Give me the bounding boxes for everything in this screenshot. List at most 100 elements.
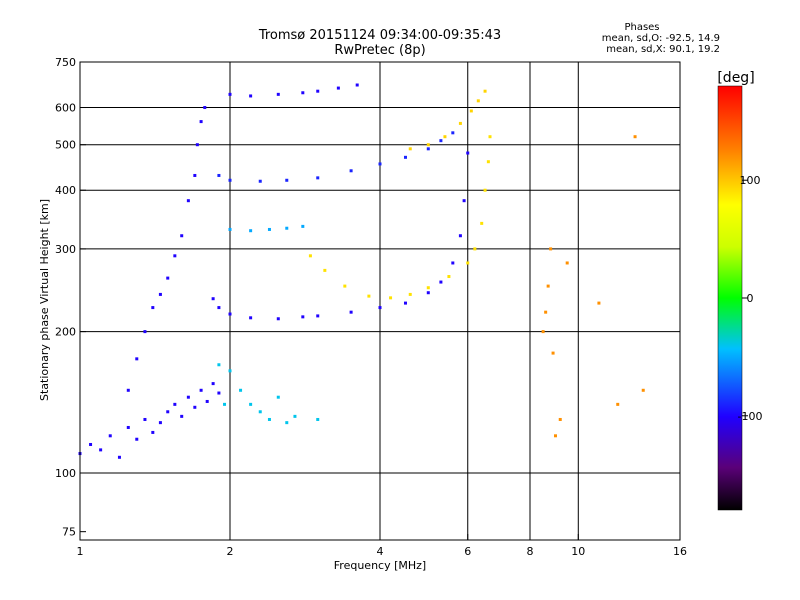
data-point: [166, 410, 170, 414]
data-point: [488, 135, 492, 139]
data-point: [616, 402, 620, 406]
data-point: [451, 131, 455, 135]
data-point: [551, 351, 555, 355]
data-point: [301, 91, 305, 95]
y-tick-label: 600: [55, 102, 76, 115]
data-point: [126, 425, 130, 429]
data-point: [228, 92, 232, 96]
y-tick-label: 500: [55, 139, 76, 152]
data-point: [217, 306, 221, 310]
x-tick-label: 2: [227, 545, 234, 558]
colorbar-tick-label: 100: [740, 174, 761, 187]
y-tick-label: 200: [55, 326, 76, 339]
data-point: [426, 286, 430, 290]
y-tick-label: 750: [55, 56, 76, 69]
x-tick-label: 6: [464, 545, 471, 558]
data-point: [316, 176, 320, 180]
data-point: [480, 221, 484, 225]
data-point: [249, 94, 253, 98]
data-point: [389, 296, 393, 300]
data-point: [193, 173, 197, 177]
data-point: [228, 178, 232, 182]
data-point: [293, 414, 297, 418]
data-point: [378, 162, 382, 166]
data-point: [308, 254, 312, 258]
data-point: [239, 388, 243, 392]
data-point: [408, 147, 412, 151]
colorbar-label: [deg]: [717, 70, 754, 86]
data-point: [462, 199, 466, 203]
y-axis-ticks: 75 100 200 300 400 500 600 750: [55, 56, 86, 539]
data-point: [546, 284, 550, 288]
x-tick-label: 10: [571, 545, 585, 558]
data-point: [135, 437, 139, 441]
data-point: [151, 306, 155, 310]
data-point: [99, 448, 103, 452]
phase-heading: Phases: [624, 22, 660, 33]
data-point: [458, 234, 462, 238]
data-point: [439, 139, 443, 143]
data-point: [403, 301, 407, 305]
data-point: [403, 155, 407, 159]
data-point: [553, 434, 557, 438]
data-point: [135, 357, 139, 361]
data-point: [549, 247, 553, 251]
y-axis-label: Stationary phase Virtual Height [km]: [38, 199, 51, 401]
data-point: [193, 405, 197, 409]
x-tick-label: 8: [527, 545, 534, 558]
data-point: [211, 382, 215, 386]
data-point: [199, 388, 203, 392]
x-tick-label: 1: [77, 545, 84, 558]
data-point: [336, 86, 340, 90]
data-point: [426, 143, 430, 147]
data-point: [544, 310, 548, 314]
phase-stats-x: mean, sd,X: 90.1, 19.2: [606, 44, 720, 55]
data-point: [117, 455, 121, 459]
data-points: [78, 83, 645, 459]
data-point: [466, 151, 470, 155]
y-tick-label: 100: [55, 467, 76, 480]
colorbar: [717, 85, 743, 511]
data-point: [126, 388, 130, 392]
data-point: [469, 109, 473, 113]
data-point: [249, 229, 253, 233]
data-point: [443, 135, 447, 139]
data-point: [217, 173, 221, 177]
data-point: [483, 89, 487, 93]
data-point: [228, 369, 232, 373]
data-point: [267, 417, 271, 421]
colorbar-ticks: 100 0 -100: [738, 174, 763, 423]
data-point: [211, 297, 215, 301]
data-point: [158, 292, 162, 296]
chart-title: Tromsø 20151124 09:34:00-09:35:43: [258, 28, 502, 43]
data-point: [486, 160, 490, 164]
data-point: [343, 284, 347, 288]
data-point: [249, 316, 253, 320]
data-point: [166, 276, 170, 280]
data-point: [249, 402, 253, 406]
data-point: [143, 417, 147, 421]
data-point: [195, 143, 199, 147]
data-point: [301, 224, 305, 228]
data-point: [483, 188, 487, 192]
data-point: [641, 388, 645, 392]
data-point: [285, 421, 289, 425]
x-tick-label: 16: [673, 545, 687, 558]
x-axis-label: Frequency [MHz]: [334, 559, 426, 572]
data-point: [323, 268, 327, 272]
data-point: [426, 291, 430, 295]
data-point: [597, 301, 601, 305]
data-point: [276, 395, 280, 399]
data-point: [316, 314, 320, 318]
data-point: [258, 410, 262, 414]
data-point: [217, 363, 221, 367]
data-point: [633, 135, 637, 139]
data-point: [355, 83, 359, 87]
data-point: [186, 395, 190, 399]
phase-stats-o: mean, sd,O: -92.5, 14.9: [601, 33, 720, 44]
data-point: [258, 179, 262, 183]
data-point: [565, 261, 569, 265]
data-point: [173, 254, 177, 258]
data-point: [203, 106, 207, 110]
